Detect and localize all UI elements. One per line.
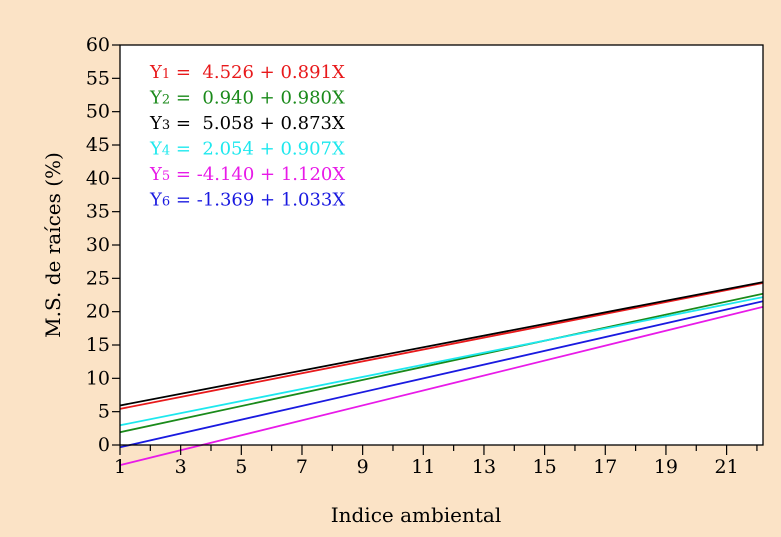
series-line-5	[119, 305, 764, 467]
x-tick-label: 9	[357, 456, 369, 478]
y-tick-label: 55	[86, 67, 110, 89]
y-tick-label: 20	[86, 301, 110, 323]
y-axis-title: M.S. de raíces (%)	[41, 152, 65, 338]
legend-entry-6: Y6 = -1.369 + 1.033X	[149, 190, 345, 211]
x-tick-label: 3	[175, 456, 187, 478]
legend-entry-1: Y1 = 4.526 + 0.891X	[149, 62, 345, 83]
x-tick-label: 15	[533, 456, 557, 478]
equation-legend: Y1 = 4.526 + 0.891X Y2 = 0.940 + 0.980X Y3…	[149, 62, 345, 211]
y-tick-label: 50	[86, 101, 110, 123]
series-line-2	[119, 292, 764, 434]
series-line-4	[119, 296, 764, 427]
series-lines	[119, 281, 764, 467]
x-tick-label: 19	[654, 456, 678, 478]
legend-entry-3: Y3 = 5.058 + 0.873X	[149, 113, 345, 134]
series-line-3	[119, 281, 764, 407]
y-tick-label: 30	[86, 234, 110, 256]
x-tick-label: 21	[715, 456, 739, 478]
legend-entry-2: Y2 = 0.940 + 0.980X	[149, 88, 345, 109]
x-axis-title: Indice ambiental	[331, 503, 502, 527]
x-tick-label: 1	[114, 456, 126, 478]
plot-area	[120, 45, 763, 445]
y-tick-label: 10	[86, 367, 110, 389]
y-tick-label: 45	[86, 134, 110, 156]
legend-entry-5: Y5 = -4.140 + 1.120X	[149, 164, 345, 185]
x-tick-label: 17	[593, 456, 617, 478]
y-tick-label: 5	[98, 401, 110, 423]
legend-entry-4: Y4 = 2.054 + 0.907X	[149, 139, 345, 160]
series-line-1	[119, 282, 764, 410]
x-tick-label: 11	[411, 456, 435, 478]
x-tick-label: 5	[235, 456, 247, 478]
x-tick-label: 7	[296, 456, 308, 478]
y-tick-label: 25	[86, 267, 110, 289]
y-tick-label: 60	[86, 34, 110, 56]
y-tick-label: 40	[86, 167, 110, 189]
y-tick-label: 35	[86, 201, 110, 223]
y-tick-label: 0	[98, 434, 110, 456]
series-line-6	[119, 300, 764, 449]
y-tick-label: 15	[86, 334, 110, 356]
x-tick-label: 13	[472, 456, 496, 478]
